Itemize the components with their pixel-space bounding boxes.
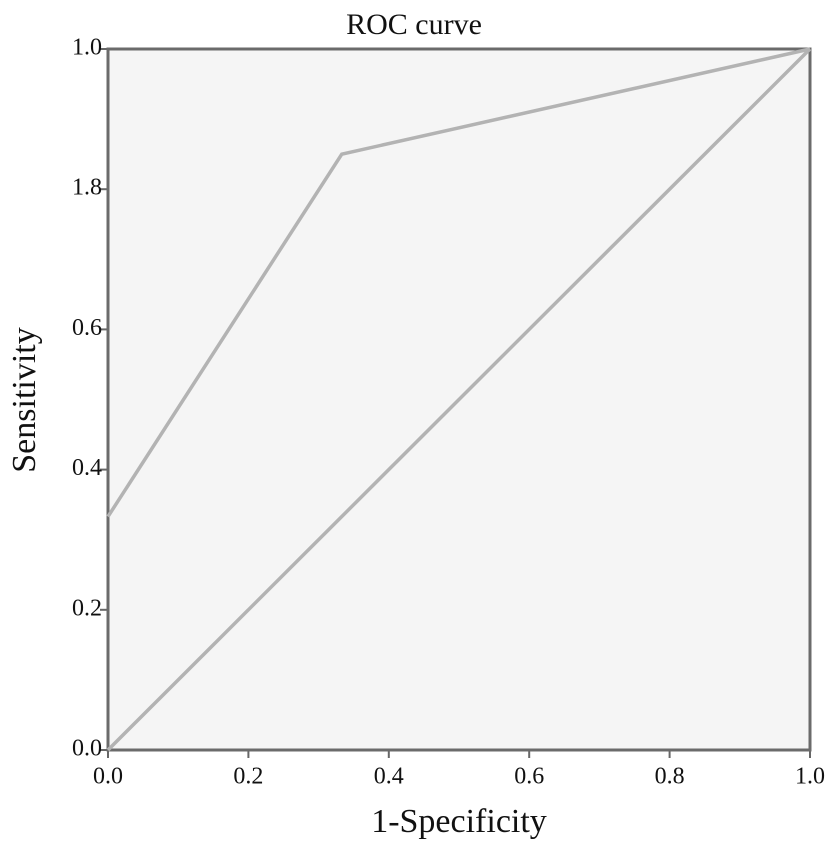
roc-line <box>106 47 812 752</box>
x-tick-label: 0.0 <box>93 764 123 790</box>
y-tick-label: 0.4 <box>72 455 102 481</box>
roc-line <box>106 47 811 518</box>
y-tick-label: 0.2 <box>72 595 102 621</box>
plot-border <box>106 47 812 752</box>
y-axis-label: Sensitivity <box>6 327 43 472</box>
y-tick-label: 0.0 <box>72 736 102 762</box>
y-tick-label: 1.8 <box>72 175 102 201</box>
x-tick-label: 1.0 <box>795 764 825 790</box>
x-tick-label: 0.4 <box>374 764 404 790</box>
y-tick-label: 0.6 <box>72 315 102 341</box>
x-axis-label: 1-Specificity <box>371 803 547 840</box>
x-tick-label: 0.6 <box>514 764 544 790</box>
x-tick-label: 0.2 <box>233 764 263 790</box>
chart-title: ROC curve <box>346 8 482 41</box>
x-tick-label: 0.8 <box>655 764 685 790</box>
y-tick-label: 1.0 <box>72 35 102 61</box>
